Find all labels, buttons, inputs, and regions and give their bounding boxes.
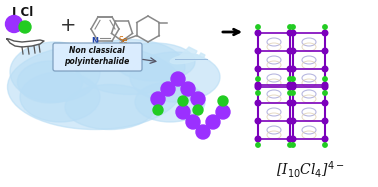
Circle shape [287, 118, 293, 124]
Circle shape [322, 136, 328, 142]
Circle shape [255, 66, 261, 72]
Ellipse shape [130, 52, 220, 102]
Circle shape [290, 100, 296, 106]
Circle shape [171, 72, 185, 86]
Circle shape [181, 82, 195, 96]
Circle shape [287, 30, 293, 36]
Circle shape [6, 16, 23, 33]
Circle shape [255, 82, 261, 88]
Circle shape [323, 77, 327, 81]
Text: Non classical
polyinterhalide: Non classical polyinterhalide [64, 46, 130, 66]
Ellipse shape [10, 42, 100, 102]
Circle shape [256, 91, 260, 95]
Ellipse shape [170, 54, 200, 64]
Circle shape [291, 143, 295, 147]
Circle shape [288, 25, 292, 29]
Circle shape [255, 136, 261, 142]
Circle shape [255, 100, 261, 106]
Ellipse shape [65, 85, 155, 130]
Circle shape [287, 84, 293, 90]
Ellipse shape [8, 45, 183, 130]
Circle shape [322, 48, 328, 54]
Circle shape [196, 125, 210, 139]
Circle shape [291, 91, 295, 95]
Circle shape [191, 92, 205, 106]
Circle shape [186, 115, 200, 129]
Circle shape [290, 118, 296, 124]
Circle shape [322, 66, 328, 72]
Circle shape [218, 96, 228, 106]
Circle shape [291, 77, 295, 81]
Circle shape [290, 30, 296, 36]
Circle shape [322, 84, 328, 90]
Circle shape [256, 143, 260, 147]
Ellipse shape [75, 39, 185, 94]
Circle shape [153, 105, 163, 115]
Polygon shape [197, 53, 205, 59]
Circle shape [322, 82, 328, 88]
Circle shape [206, 115, 220, 129]
Circle shape [290, 66, 296, 72]
Circle shape [255, 30, 261, 36]
Circle shape [288, 91, 292, 95]
Circle shape [287, 100, 293, 106]
Circle shape [322, 100, 328, 106]
Circle shape [287, 136, 293, 142]
Circle shape [151, 92, 165, 106]
Circle shape [193, 105, 203, 115]
Text: +: + [60, 16, 76, 34]
Circle shape [161, 82, 175, 96]
Circle shape [323, 143, 327, 147]
Circle shape [288, 77, 292, 81]
Circle shape [216, 105, 230, 119]
Circle shape [291, 25, 295, 29]
Circle shape [255, 48, 261, 54]
Circle shape [322, 30, 328, 36]
Circle shape [290, 84, 296, 90]
Circle shape [287, 48, 293, 54]
Text: [I$_{10}$Cl$_4$]$^{4-}$: [I$_{10}$Cl$_4$]$^{4-}$ [276, 159, 344, 180]
Polygon shape [177, 47, 197, 59]
Text: N: N [91, 36, 99, 45]
Circle shape [288, 143, 292, 147]
Text: I Cl: I Cl [12, 5, 34, 19]
Circle shape [256, 77, 260, 81]
Circle shape [322, 118, 328, 124]
Circle shape [287, 66, 293, 72]
Circle shape [19, 21, 31, 33]
Ellipse shape [17, 61, 82, 103]
Circle shape [323, 91, 327, 95]
Ellipse shape [115, 43, 195, 81]
Circle shape [323, 25, 327, 29]
Circle shape [255, 84, 261, 90]
Ellipse shape [135, 82, 205, 122]
Circle shape [256, 25, 260, 29]
Circle shape [290, 136, 296, 142]
Circle shape [176, 105, 190, 119]
Circle shape [255, 118, 261, 124]
Circle shape [178, 96, 188, 106]
Circle shape [290, 48, 296, 54]
Ellipse shape [20, 72, 100, 122]
Circle shape [287, 82, 293, 88]
FancyBboxPatch shape [53, 43, 142, 71]
Circle shape [290, 82, 296, 88]
Text: Se: Se [118, 36, 128, 45]
